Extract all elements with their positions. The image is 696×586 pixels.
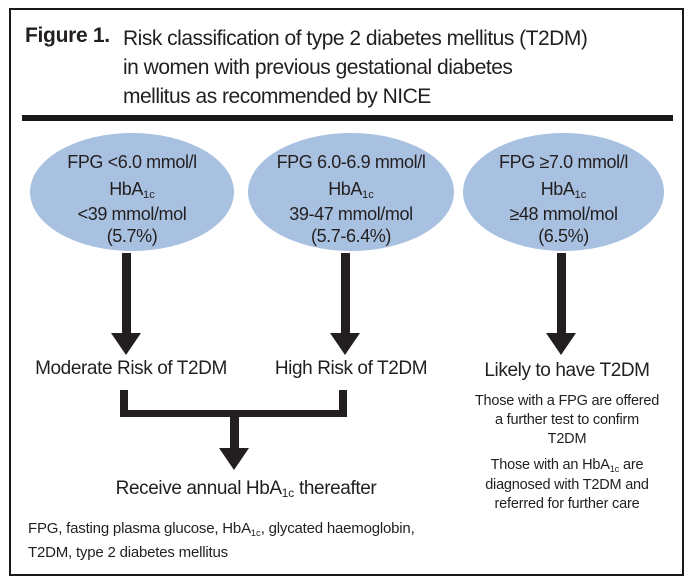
arrow-head [219, 448, 249, 470]
arrow-head [546, 333, 576, 355]
footnote-text: FPG, fasting plasma glucose, HbA [28, 520, 251, 537]
outcome-moderate-risk: Moderate Risk of T2DM [35, 358, 227, 379]
note-text: are [619, 457, 644, 473]
footnote-text: , glycated haemoglobin, [260, 520, 415, 537]
arrow-shaft [556, 253, 566, 333]
arrow-head [330, 333, 360, 355]
arrow-down-icon [111, 253, 141, 355]
arrow-down-icon [219, 417, 249, 470]
note-line: a further test to confirm [494, 412, 640, 428]
arrow-shaft [121, 253, 131, 333]
hba-subscript: 1c [250, 527, 261, 538]
node-likely-t2dm-criteria: FPG ≥7.0 mmol/l HbA1c ≥48 mmol/mol (6.5%… [463, 133, 664, 251]
note-line: T2DM [547, 431, 587, 447]
hba-subscript: 1c [574, 189, 587, 202]
footnote-line: T2DM, type 2 diabetes mellitus [28, 543, 228, 561]
hba1c-criterion: <39 mmol/mol [77, 204, 187, 224]
outcome-annual-hba1c: Receive annual HbA1c thereafter [46, 478, 446, 500]
outcome-text: thereafter [294, 478, 377, 499]
footnote-line: FPG, fasting plasma glucose, HbA1c, glyc… [28, 518, 415, 542]
fpg-criterion: FPG 6.0-6.9 mmol/l [276, 152, 426, 172]
title-divider-rule [22, 115, 673, 121]
arrow-head [111, 333, 141, 355]
hba-text: HbA [540, 179, 575, 199]
hba-subscript: 1c [609, 463, 620, 474]
outcome-text: Receive annual HbA [115, 478, 282, 499]
figure-title-line: in women with previous gestational diabe… [123, 56, 513, 79]
figure-label: Figure 1. [25, 24, 110, 47]
arrow-down-icon [330, 253, 360, 355]
figure-border-box: Figure 1. Risk classification of type 2 … [9, 8, 684, 576]
note-line: Those with a FPG are offered [474, 393, 660, 409]
hba-text: HbA [328, 179, 363, 199]
node-moderate-risk-criteria: FPG <6.0 mmol/l HbA1c <39 mmol/mol (5.7%… [30, 133, 234, 251]
note-fpg-further-test: Those with a FPG are offered a further t… [457, 392, 677, 449]
fpg-criterion: FPG <6.0 mmol/l [67, 152, 197, 172]
note-line: diagnosed with T2DM and [485, 477, 649, 493]
arrow-shaft [229, 417, 239, 448]
hba-subscript: 1c [281, 487, 295, 501]
hba1c-criterion: 39-47 mmol/mol [289, 204, 413, 224]
outcome-likely-t2dm: Likely to have T2DM [484, 360, 650, 381]
fpg-criterion: FPG ≥7.0 mmol/l [499, 152, 628, 172]
node-high-risk-criteria: FPG 6.0-6.9 mmol/l HbA1c 39-47 mmol/mol … [248, 133, 454, 251]
hba1c-percent: (5.7-6.4%) [310, 226, 392, 246]
hba1c-percent: (6.5%) [538, 226, 589, 246]
note-line: referred for further care [494, 496, 640, 512]
figure-title-line: Risk classification of type 2 diabetes m… [123, 27, 588, 50]
outcome-high-risk: High Risk of T2DM [274, 358, 428, 379]
note-text: Those with an HbA [490, 457, 610, 473]
hba1c-label: HbA1c [328, 178, 374, 203]
note-line: Those with an HbA1c are [457, 456, 677, 476]
arrow-shaft [340, 253, 350, 333]
arrow-down-icon [546, 253, 576, 355]
hba1c-label: HbA1c [109, 178, 155, 203]
figure-title: Risk classification of type 2 diabetes m… [123, 24, 588, 111]
hba1c-criterion: ≥48 mmol/mol [509, 204, 618, 224]
hba-text: HbA [109, 179, 144, 199]
merge-bracket [120, 390, 347, 417]
abbreviations-footnote: FPG, fasting plasma glucose, HbA1c, glyc… [28, 518, 415, 563]
hba1c-label: HbA1c [541, 178, 587, 203]
hba1c-percent: (5.7%) [106, 226, 158, 246]
note-hba1c-diagnosed: Those with an HbA1c are diagnosed with T… [457, 456, 677, 514]
hba-subscript: 1c [362, 189, 374, 202]
hba-subscript: 1c [143, 189, 155, 202]
figure-title-line: mellitus as recommended by NICE [123, 85, 431, 108]
